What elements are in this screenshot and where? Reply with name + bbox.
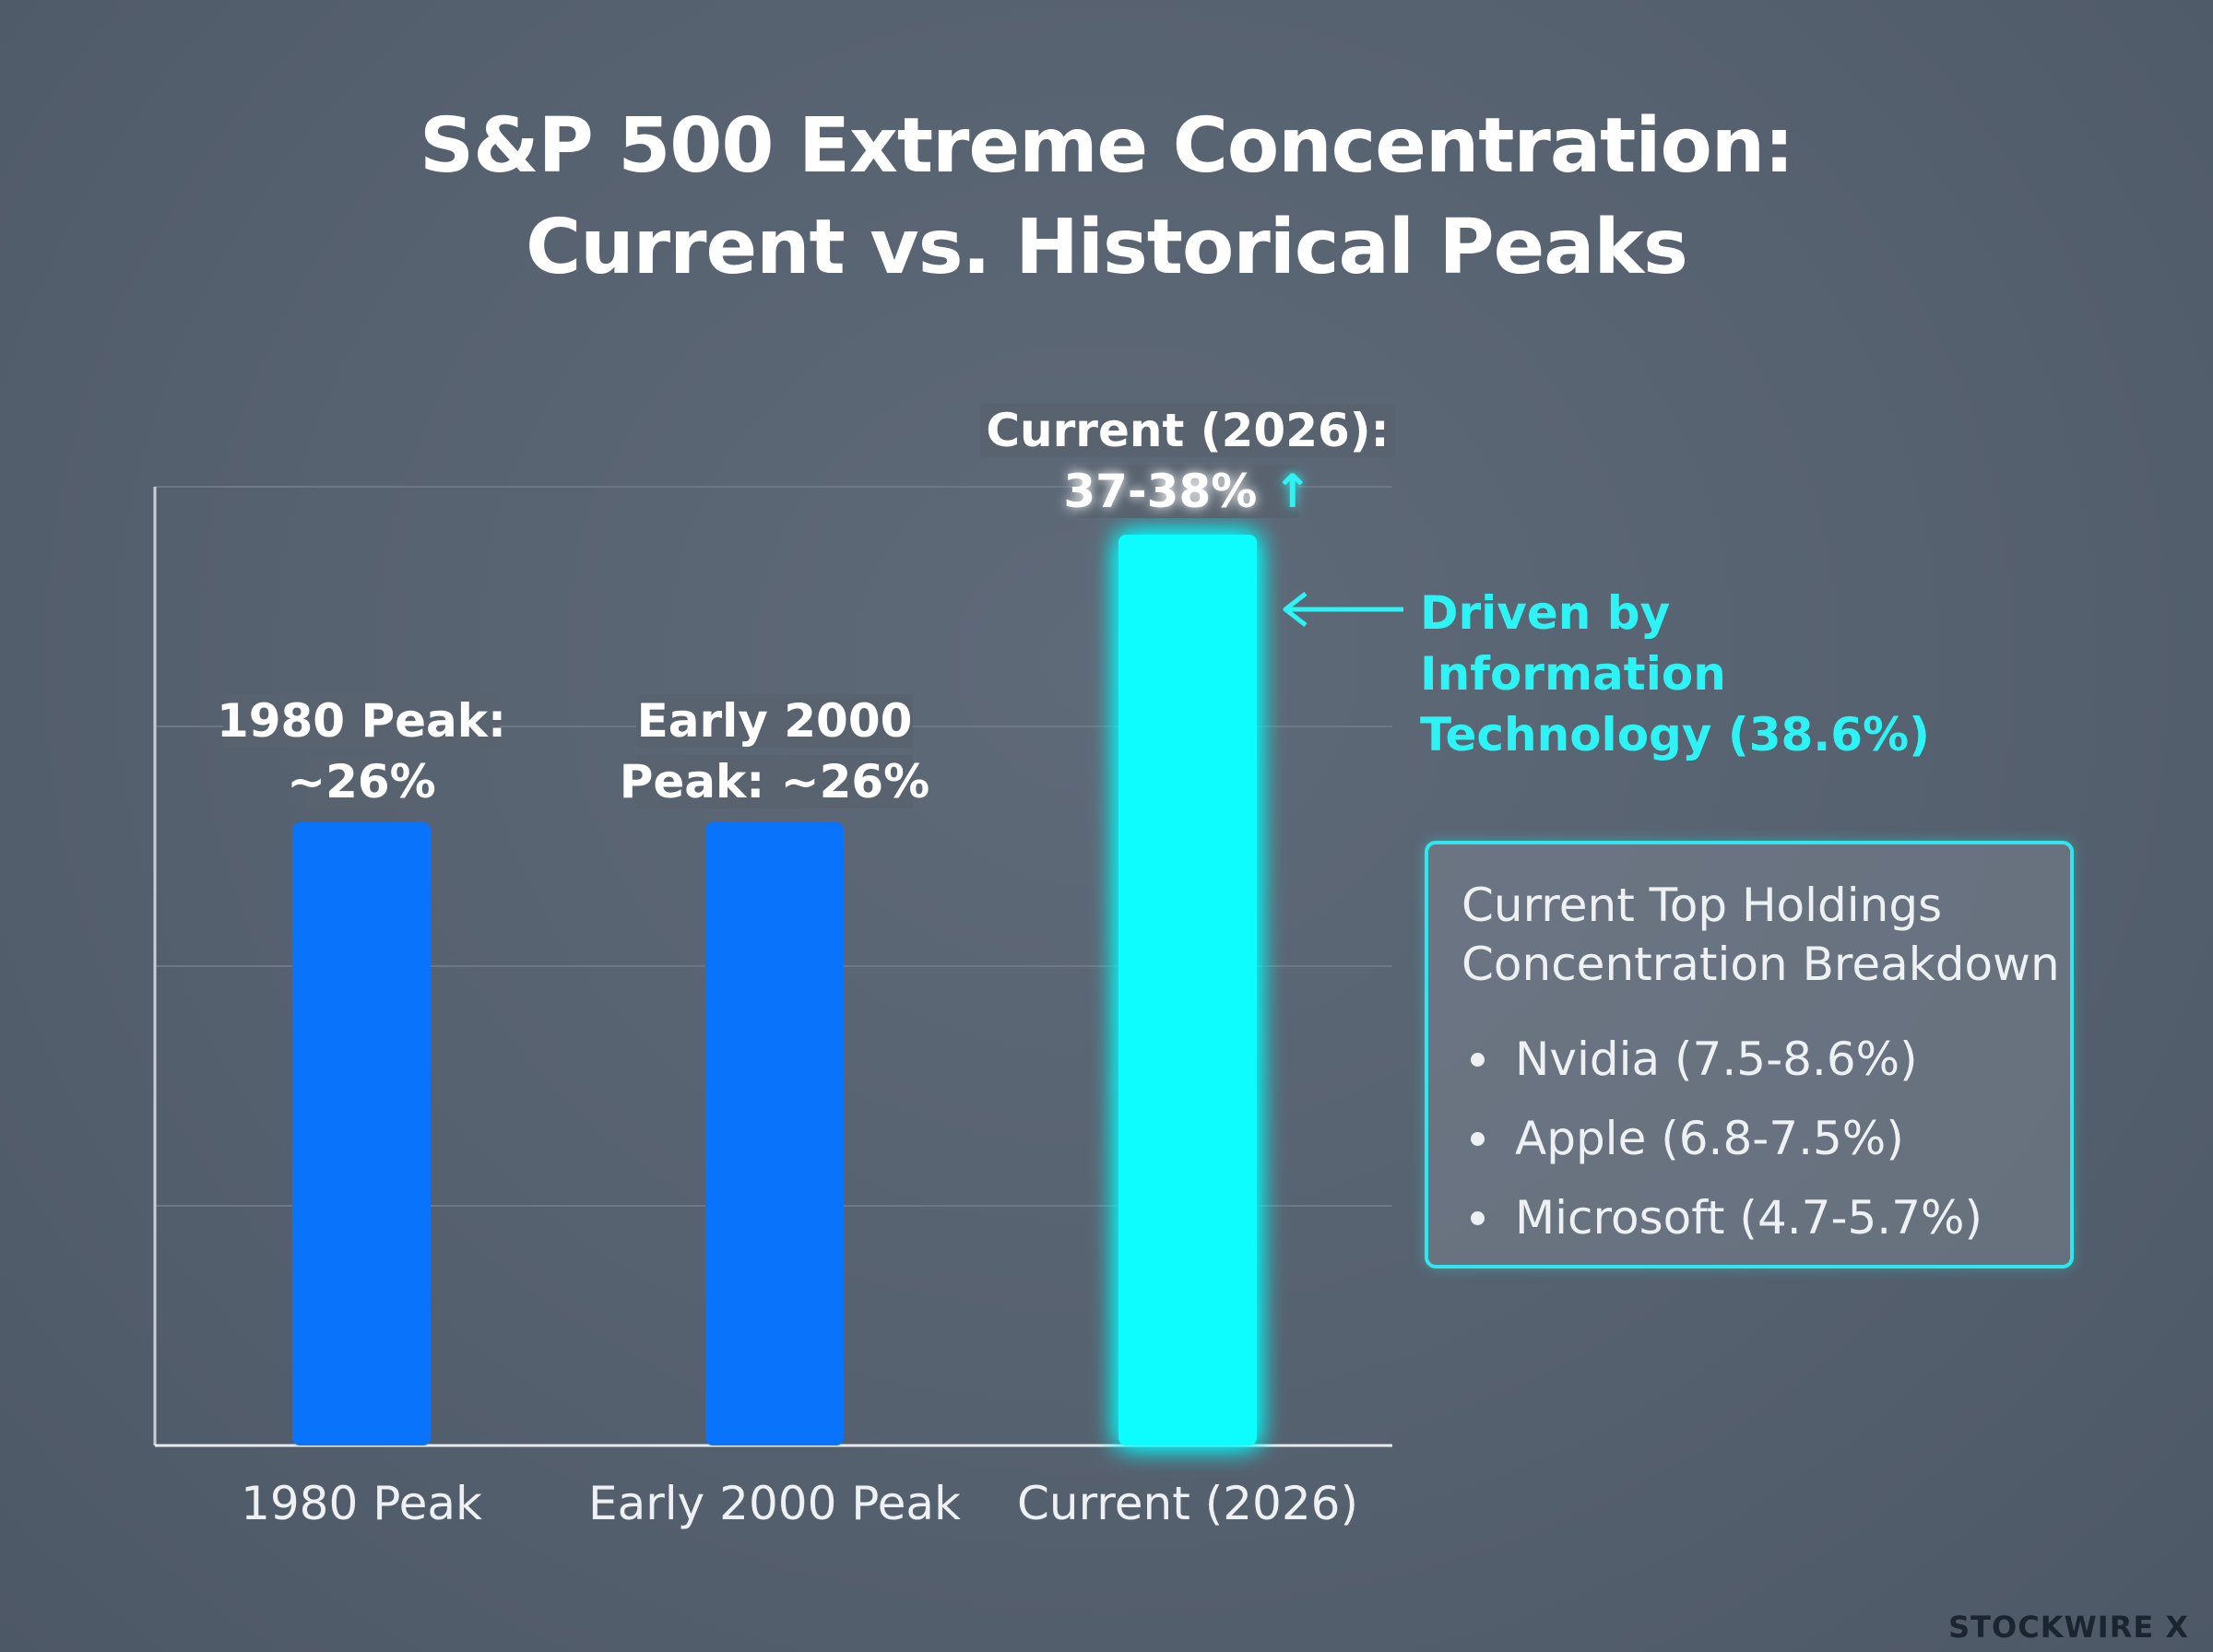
label-backdrop (980, 404, 1395, 457)
holding-label: Nvidia (7.5-8.6%) (1515, 1032, 1918, 1086)
holdings-title-line-2: Concentration Breakdown (1462, 938, 2060, 991)
bars (292, 535, 1257, 1446)
holdings-list: Nvidia (7.5-8.6%) Apple (6.8-7.5%) Micro… (1462, 1020, 2070, 1257)
callout-line-1: Driven by Information (1420, 586, 1726, 701)
data-label-line-1: Early 2000 (637, 694, 913, 748)
data-label-line-1: Current (2026): (986, 404, 1389, 457)
holding-item-nvidia: Nvidia (7.5-8.6%) (1462, 1020, 2070, 1099)
holding-item-microsoft: Microsoft (4.7-5.7%) (1462, 1178, 2070, 1257)
brand-logo: STOCKWIRE X (1948, 1610, 2189, 1645)
chart-title-line-2: Current vs. Historical Peaks (526, 204, 1688, 291)
label-backdrop (223, 694, 500, 748)
holdings-title-line-1: Current Top Holdings (1462, 879, 1943, 932)
data-label-line-2: ~26% (287, 755, 436, 808)
data-label-line-2: 37-38% ↑ (1063, 465, 1311, 518)
data-label-value: 37-38% (1063, 465, 1272, 518)
top-holdings-box: Current Top Holdings Concentration Break… (1425, 841, 2074, 1268)
left-arrow-icon (1283, 592, 1403, 627)
x-tick-label: Early 2000 Peak (588, 1477, 961, 1530)
bullet-icon (1471, 1132, 1485, 1146)
bullet-icon (1471, 1211, 1485, 1225)
data-label-line-2: Peak: ~26% (620, 755, 930, 808)
data-labels: 1980 Peak: ~26% Early 2000 Peak: ~26% Curren… (217, 404, 1395, 808)
category-labels: 1980 Peak Early 2000 Peak Current (2026) (241, 1477, 1358, 1530)
x-tick-label: 1980 Peak (241, 1477, 482, 1530)
chart-title-line-1: S&P 500 Extreme Concentration: (420, 102, 1794, 190)
bar-current-2026 (1118, 535, 1257, 1446)
label-backdrop (636, 694, 913, 748)
x-tick-label: Current (2026) (1017, 1477, 1358, 1530)
label-backdrop (306, 755, 417, 808)
holding-item-apple: Apple (6.8-7.5%) (1462, 1099, 2070, 1178)
bar-early-2000-peak (705, 822, 844, 1446)
holding-label: Microsoft (4.7-5.7%) (1515, 1191, 1983, 1245)
holdings-title: Current Top Holdings Concentration Break… (1462, 876, 2070, 994)
data-label-line-1: 1980 Peak: (217, 694, 506, 748)
bar-1980-peak (292, 822, 431, 1446)
up-arrow-icon: ↑ (1273, 465, 1312, 518)
label-backdrop (636, 755, 913, 808)
label-backdrop (1077, 465, 1298, 518)
it-callout: Driven by Information Technology (38.6%) (1420, 583, 1992, 765)
bullet-icon (1471, 1053, 1485, 1067)
holding-label: Apple (6.8-7.5%) (1515, 1112, 1904, 1165)
callout-line-2: Technology (38.6%) (1420, 708, 1931, 761)
